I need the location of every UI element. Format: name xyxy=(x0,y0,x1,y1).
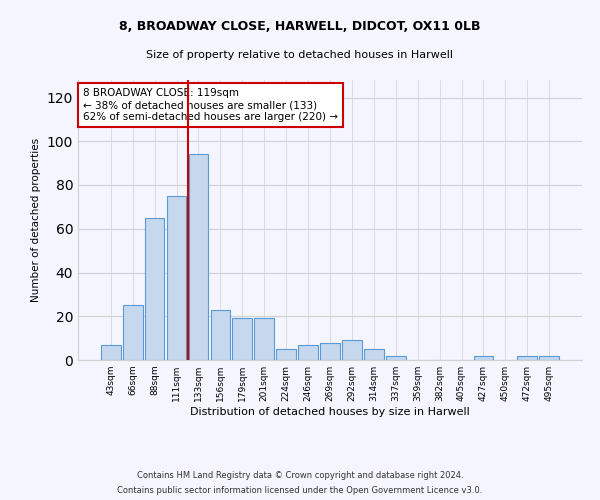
Bar xyxy=(101,344,121,360)
Bar xyxy=(342,340,362,360)
Bar xyxy=(211,310,230,360)
Bar xyxy=(188,154,208,360)
Bar xyxy=(473,356,493,360)
Text: 8, BROADWAY CLOSE, HARWELL, DIDCOT, OX11 0LB: 8, BROADWAY CLOSE, HARWELL, DIDCOT, OX11… xyxy=(119,20,481,33)
Bar xyxy=(320,342,340,360)
Y-axis label: Number of detached properties: Number of detached properties xyxy=(31,138,41,302)
Bar xyxy=(145,218,164,360)
Bar xyxy=(386,356,406,360)
Text: 8 BROADWAY CLOSE: 119sqm
← 38% of detached houses are smaller (133)
62% of semi-: 8 BROADWAY CLOSE: 119sqm ← 38% of detach… xyxy=(83,88,338,122)
Bar xyxy=(517,356,537,360)
Text: Size of property relative to detached houses in Harwell: Size of property relative to detached ho… xyxy=(146,50,454,60)
Bar xyxy=(276,349,296,360)
Bar xyxy=(232,318,252,360)
Bar xyxy=(167,196,187,360)
Text: Contains public sector information licensed under the Open Government Licence v3: Contains public sector information licen… xyxy=(118,486,482,495)
Bar xyxy=(364,349,384,360)
Bar xyxy=(123,306,143,360)
X-axis label: Distribution of detached houses by size in Harwell: Distribution of detached houses by size … xyxy=(190,407,470,417)
Bar xyxy=(539,356,559,360)
Bar xyxy=(298,344,318,360)
Bar xyxy=(254,318,274,360)
Text: Contains HM Land Registry data © Crown copyright and database right 2024.: Contains HM Land Registry data © Crown c… xyxy=(137,471,463,480)
